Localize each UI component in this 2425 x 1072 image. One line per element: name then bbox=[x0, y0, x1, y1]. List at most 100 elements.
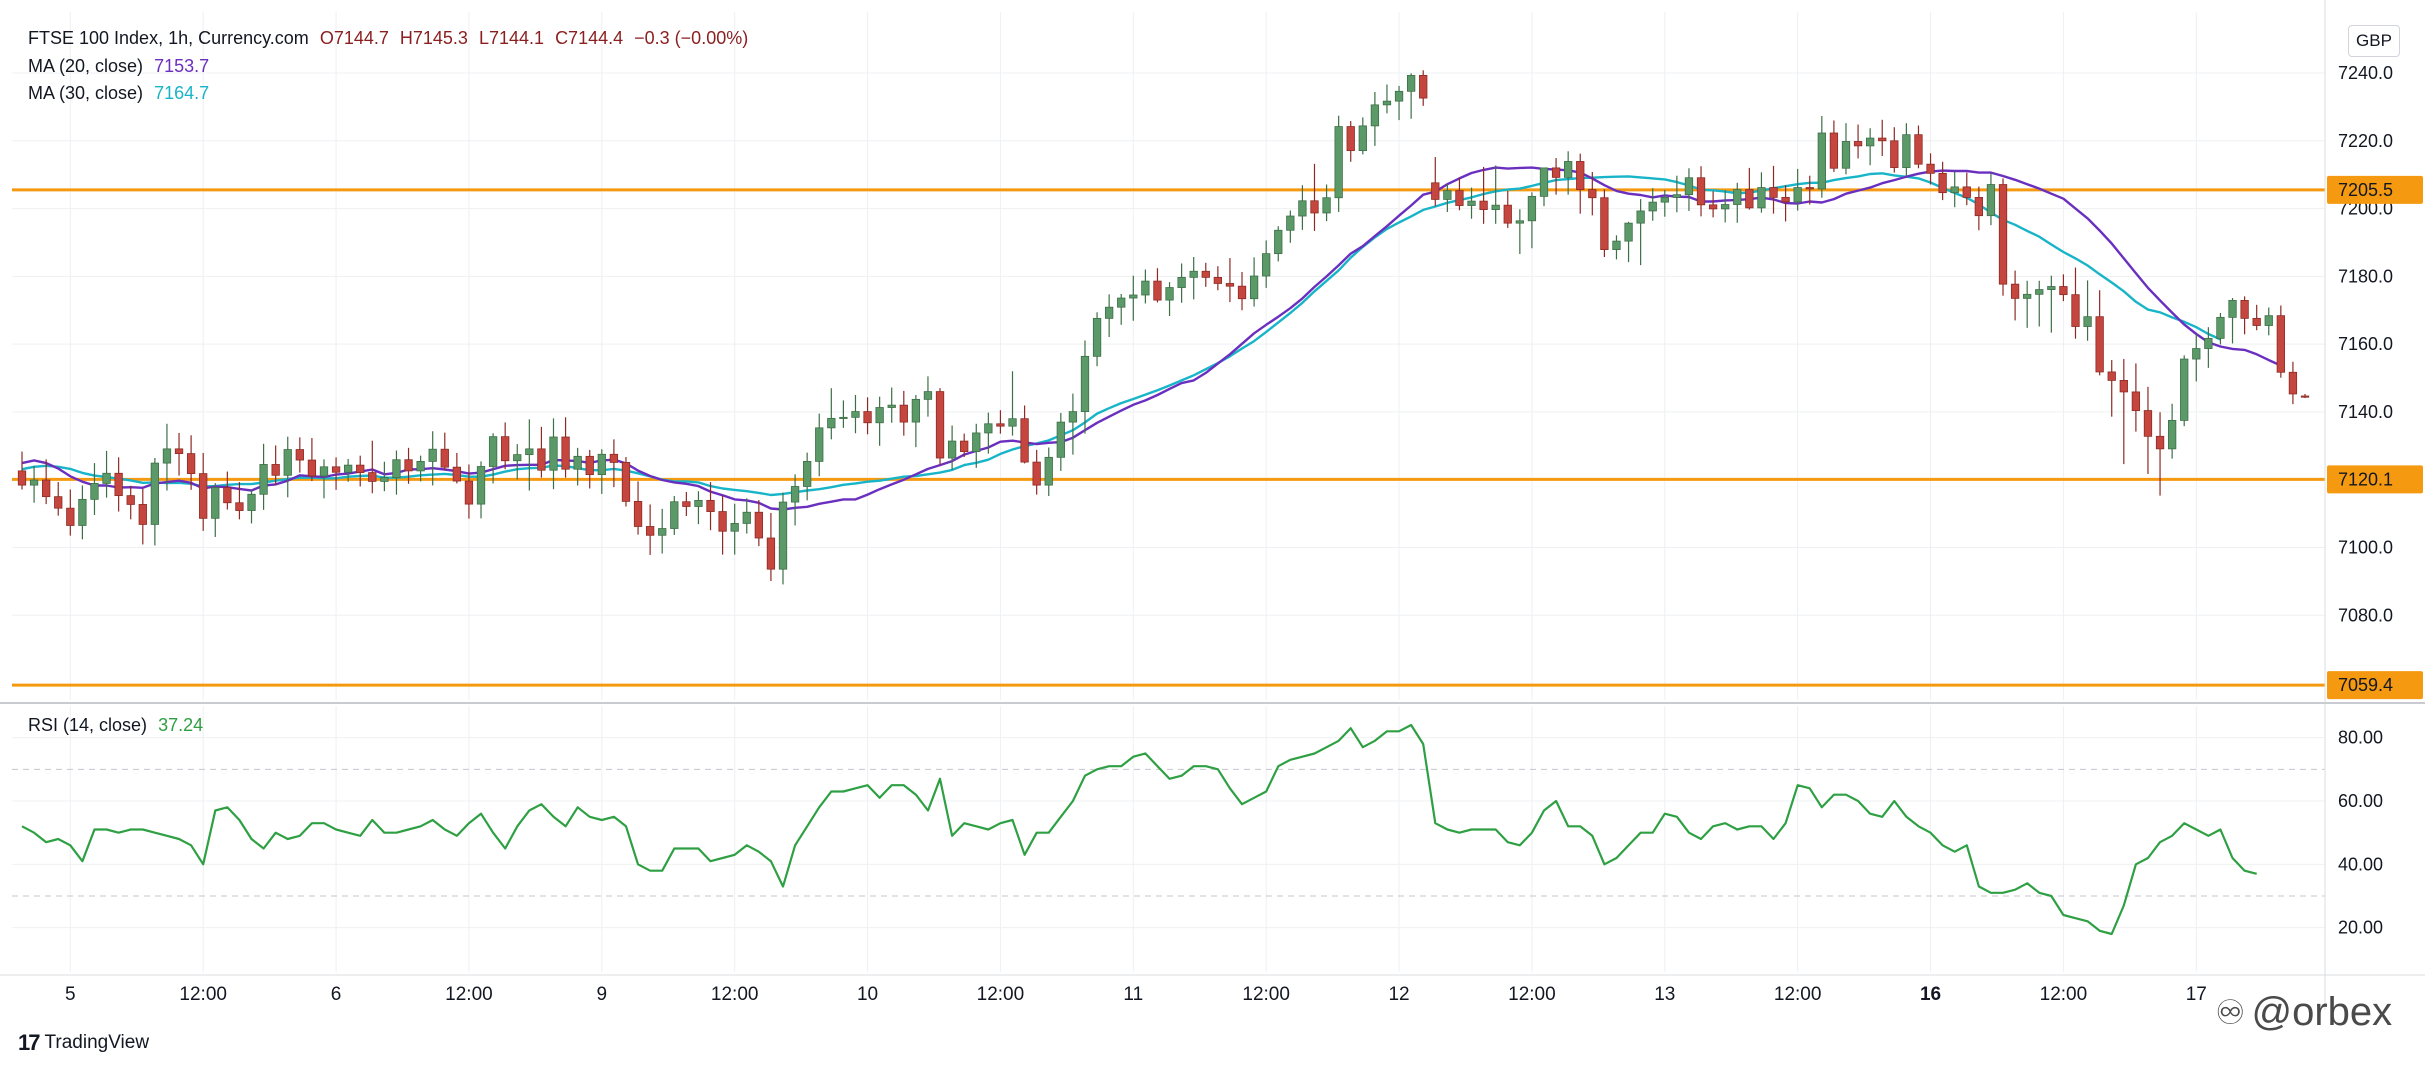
candle-body bbox=[1865, 137, 1875, 147]
time-tick-label: 12:00 bbox=[1774, 984, 1822, 1005]
candle-body bbox=[1539, 167, 1549, 197]
candle-body bbox=[223, 487, 232, 504]
candle-body bbox=[1032, 461, 1041, 486]
candle-body bbox=[790, 486, 800, 503]
candle-body bbox=[1431, 182, 1440, 200]
time-tick-label: 12:00 bbox=[179, 984, 227, 1005]
time-tick-label: 12 bbox=[1388, 984, 1409, 1005]
candle-body bbox=[1515, 220, 1524, 224]
candle-body bbox=[2071, 294, 2080, 327]
orbex-watermark: ♾ @orbex bbox=[2215, 990, 2392, 1035]
time-tick-label: 12:00 bbox=[1242, 984, 1290, 1005]
candle-body bbox=[2192, 348, 2201, 360]
candle-body bbox=[2216, 316, 2225, 339]
rsi-label: RSI (14, close) bbox=[28, 715, 148, 735]
candle-body bbox=[2228, 300, 2237, 318]
change-value: −0.3 (−0.00%) bbox=[634, 28, 749, 48]
time-tick-label: 13 bbox=[1654, 984, 1675, 1005]
currency-button[interactable]: GBP bbox=[2348, 25, 2400, 57]
candle-body bbox=[2240, 300, 2249, 319]
candle-body bbox=[597, 453, 606, 476]
candle-body bbox=[561, 436, 570, 470]
time-tick-label: 12:00 bbox=[2040, 984, 2088, 1005]
candle-body bbox=[2107, 371, 2116, 381]
candle-body bbox=[235, 502, 244, 511]
ma30-legend[interactable]: MA (30, close) 7164.7 bbox=[28, 83, 215, 104]
candle-body bbox=[827, 417, 836, 429]
axis-labels: 7080.07100.07120.07140.07160.07180.07200… bbox=[65, 63, 2393, 1005]
candle-body bbox=[1274, 229, 1283, 255]
price-tick-label: 7220.0 bbox=[2338, 131, 2393, 151]
candle-body bbox=[803, 461, 812, 487]
candlesticks[interactable] bbox=[17, 70, 2310, 585]
candle-body bbox=[1890, 140, 1899, 168]
candle-body bbox=[670, 501, 679, 529]
candle-body bbox=[17, 470, 27, 486]
candle-body bbox=[1201, 270, 1210, 278]
candle-body bbox=[211, 487, 220, 519]
candle-body bbox=[2143, 410, 2153, 437]
candle-body bbox=[1153, 280, 1162, 301]
candle-body bbox=[1008, 418, 1017, 427]
time-tick-label: 12:00 bbox=[445, 984, 493, 1005]
candle-body bbox=[1902, 134, 1911, 168]
time-tick-label: 16 bbox=[1920, 984, 1941, 1005]
candle-body bbox=[1853, 141, 1863, 147]
candle-body bbox=[1769, 187, 1778, 198]
symbol-label[interactable]: FTSE 100 Index, 1h, Currency.com bbox=[28, 28, 309, 48]
ma20-legend[interactable]: MA (20, close) 7153.7 bbox=[28, 56, 215, 77]
candle-body bbox=[1793, 187, 1802, 203]
level-label-box bbox=[2327, 465, 2423, 494]
candle-body bbox=[742, 511, 751, 524]
price-tick-label: 7180.0 bbox=[2338, 266, 2393, 286]
tradingview-logo[interactable]: 17 TradingView bbox=[18, 1030, 149, 1056]
candle-body bbox=[2095, 316, 2104, 373]
tradingview-icon: 17 bbox=[18, 1030, 41, 1055]
candle-body bbox=[718, 511, 727, 532]
candle-body bbox=[247, 493, 256, 511]
candle-body bbox=[1974, 196, 1984, 217]
candle-body bbox=[331, 466, 341, 473]
candle-body bbox=[1165, 287, 1174, 301]
candle-body bbox=[839, 416, 848, 419]
candle-body bbox=[2083, 316, 2092, 327]
candle-body bbox=[90, 483, 99, 500]
candle-body bbox=[996, 423, 1005, 427]
time-tick-label: 12:00 bbox=[1508, 984, 1556, 1005]
candle-body bbox=[1612, 240, 1621, 250]
candle-body bbox=[1467, 200, 1476, 206]
candle-body bbox=[694, 499, 703, 507]
candle-body bbox=[1636, 210, 1645, 224]
candle-body bbox=[1044, 456, 1053, 486]
candle-body bbox=[815, 427, 824, 462]
orbex-label: @orbex bbox=[2251, 990, 2393, 1034]
candle-body bbox=[1660, 196, 1669, 203]
candle-body bbox=[199, 473, 208, 519]
ohlc-legend: FTSE 100 Index, 1h, Currency.com O7144.7… bbox=[28, 28, 754, 49]
candle-body bbox=[1213, 276, 1223, 284]
candle-body bbox=[923, 391, 933, 400]
candle-body bbox=[356, 464, 365, 473]
open-value: O7144.7 bbox=[319, 28, 389, 48]
candle-body bbox=[863, 411, 872, 424]
candle-body bbox=[162, 448, 172, 464]
candle-body bbox=[875, 407, 884, 424]
candle-body bbox=[150, 462, 160, 525]
candle-body bbox=[1841, 141, 1851, 169]
tradingview-label: TradingView bbox=[44, 1032, 150, 1053]
candle-body bbox=[416, 461, 425, 472]
rsi-legend[interactable]: RSI (14, close) 37.24 bbox=[28, 715, 209, 736]
candle-body bbox=[984, 423, 993, 434]
candle-body bbox=[1491, 204, 1500, 210]
level-label-box bbox=[2327, 671, 2423, 700]
time-tick-label: 5 bbox=[65, 984, 76, 1005]
time-tick-label: 17 bbox=[2186, 984, 2207, 1005]
candle-body bbox=[2131, 391, 2141, 411]
candle-body bbox=[1588, 189, 1597, 199]
ma20-value: 7153.7 bbox=[154, 56, 210, 76]
candle-body bbox=[730, 523, 739, 532]
candle-body bbox=[899, 404, 908, 423]
candle-body bbox=[307, 459, 317, 477]
candle-body bbox=[440, 448, 449, 468]
